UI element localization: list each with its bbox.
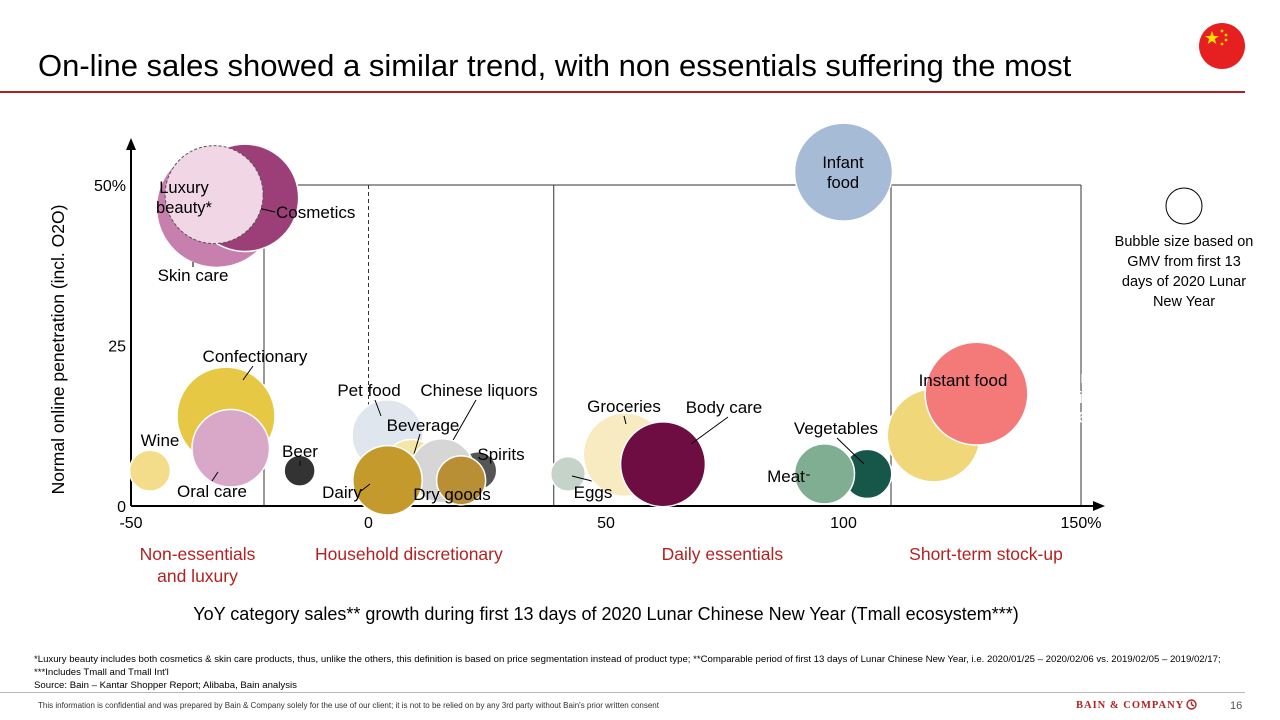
zone-label: Household discretionary [315,544,503,564]
bubble-label-beer: Beer [282,442,318,461]
bubble-label-eggs: Eggs [574,483,613,502]
bubble-dry-goods [435,455,487,506]
x-axis-arrow [1093,501,1105,511]
bubble-meat [793,443,856,505]
bubble-label-oral-care: Oral care [177,482,247,501]
bottom-rule [0,692,1245,693]
bubble-label-confectionary: Confectionary [203,347,308,366]
brand-wordmark: BAIN & COMPANY [1076,700,1185,711]
china-flag-icon [1199,23,1245,69]
bubble-eggs [549,455,593,492]
bubble-circle [283,454,316,487]
bubble-circle [924,341,1029,446]
zone-label: and luxury [157,566,238,586]
bubble-luxury-beauty [164,145,264,245]
bubble-dairy [352,444,423,516]
legend-bubble-icon [1165,187,1203,225]
bubble-infant-food [793,122,894,222]
leader-line [242,365,254,381]
bubble-label-home-hygiene-316: Home [1059,369,1103,387]
page-title: On-line sales showed a similar trend, wi… [38,48,1072,83]
bubble-label-luxury-beauty: Luxury [159,179,209,197]
bubble-body-care [619,416,729,508]
bubble-circle [128,449,172,492]
footnote-source: Source: Bain – Kantar Shopper Report; Al… [34,680,297,691]
bubble-label-home-hygiene-316: hygiene [1052,389,1110,407]
bubble-wine [128,449,172,492]
bubble-label-pet-food: Pet food [337,381,400,400]
bubble-circle [352,444,423,516]
bubble-circle [164,145,264,245]
leader-line [374,399,382,417]
bubble-label-wine: Wine [141,431,180,450]
x-tick-label: 0 [364,515,373,532]
bubble-label-dairy: Dairy [322,483,362,502]
leader-line [571,475,593,482]
footnotes: *Luxury beauty includes both cosmetics &… [34,653,1249,692]
leader-line [836,437,865,465]
bubble-label-spirits: Spirits [477,445,524,464]
leader-line [690,416,729,445]
leader-line [211,471,219,482]
y-axis-arrow [126,138,136,150]
bubble-label-meat: Meat [767,467,805,486]
bubble-oral-care [191,408,271,488]
zone-label: Daily essentials [662,544,784,564]
confidentiality-note: This information is confidential and was… [38,701,659,710]
bubble-beer [283,454,316,487]
legend-note-text: Bubble size based on GMV from first 13 d… [1114,234,1254,310]
page-number: 16 [1230,700,1243,712]
bubble-label-dry-goods: Dry goods [413,485,490,504]
bubble-label-cosmetics: Cosmetics [276,203,355,222]
bubble-label-luxury-beauty: beauty* [156,199,213,217]
bubble-label-instant-food: Instant food [919,371,1008,390]
bubble-label-vegetables: Vegetables [794,419,878,438]
zone-label: Short-term stock-up [909,544,1063,564]
legend-note: Bubble size based on GMV from first 13 d… [1112,187,1256,312]
bubble-circle [619,421,707,508]
x-tick-label: 100 [830,515,857,532]
leader-line [413,433,421,455]
bubble-label-infant-food: food [827,174,859,192]
bubble-label-infant-food: Infant [822,154,864,172]
leader-line [623,415,627,425]
y-tick-label: 50% [94,178,126,195]
bubble-circle [793,443,856,505]
footnote-definitions: *Luxury beauty includes both cosmetics &… [34,654,1221,678]
bubble-label-skin-care: Skin care [158,266,229,285]
x-axis-title: YoY category sales** growth during first… [193,604,1019,624]
title-rule [0,91,1245,93]
x-tick-label: -50 [119,515,142,532]
bubble-circle [793,122,894,222]
bubble-circle [435,455,487,506]
bain-logo-icon [1186,699,1197,710]
y-tick-label: 25 [108,339,126,356]
bubble-circle [549,455,587,492]
x-tick-label: 150% [1061,515,1102,532]
bubble-label-body-care: Body care [686,398,763,417]
bubble-label-beverage: Beverage [387,416,460,435]
bubble-circle [191,408,271,488]
y-tick-label: 0 [117,499,126,516]
bubble-label-groceries: Groceries [587,397,661,416]
zone-label: Non-essentials [140,544,256,564]
leader-line [360,483,371,492]
bubble-label-chinese-liquors: Chinese liquors [420,381,537,400]
bubble-home-hygiene-316 [924,341,1029,446]
x-tick-label: 50 [597,515,615,532]
bubble-label-home-hygiene-316: (316%) [1054,409,1107,427]
y-axis-title: Normal online penetration (incl. O2O) [48,205,68,495]
